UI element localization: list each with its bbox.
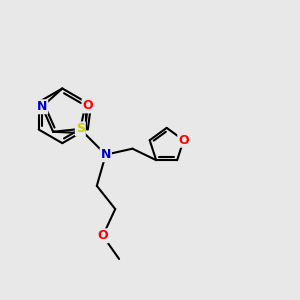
- Text: O: O: [98, 229, 108, 242]
- Text: S: S: [76, 122, 85, 135]
- Text: O: O: [178, 134, 189, 147]
- Text: N: N: [37, 100, 47, 113]
- Text: N: N: [100, 148, 111, 161]
- Text: O: O: [82, 99, 93, 112]
